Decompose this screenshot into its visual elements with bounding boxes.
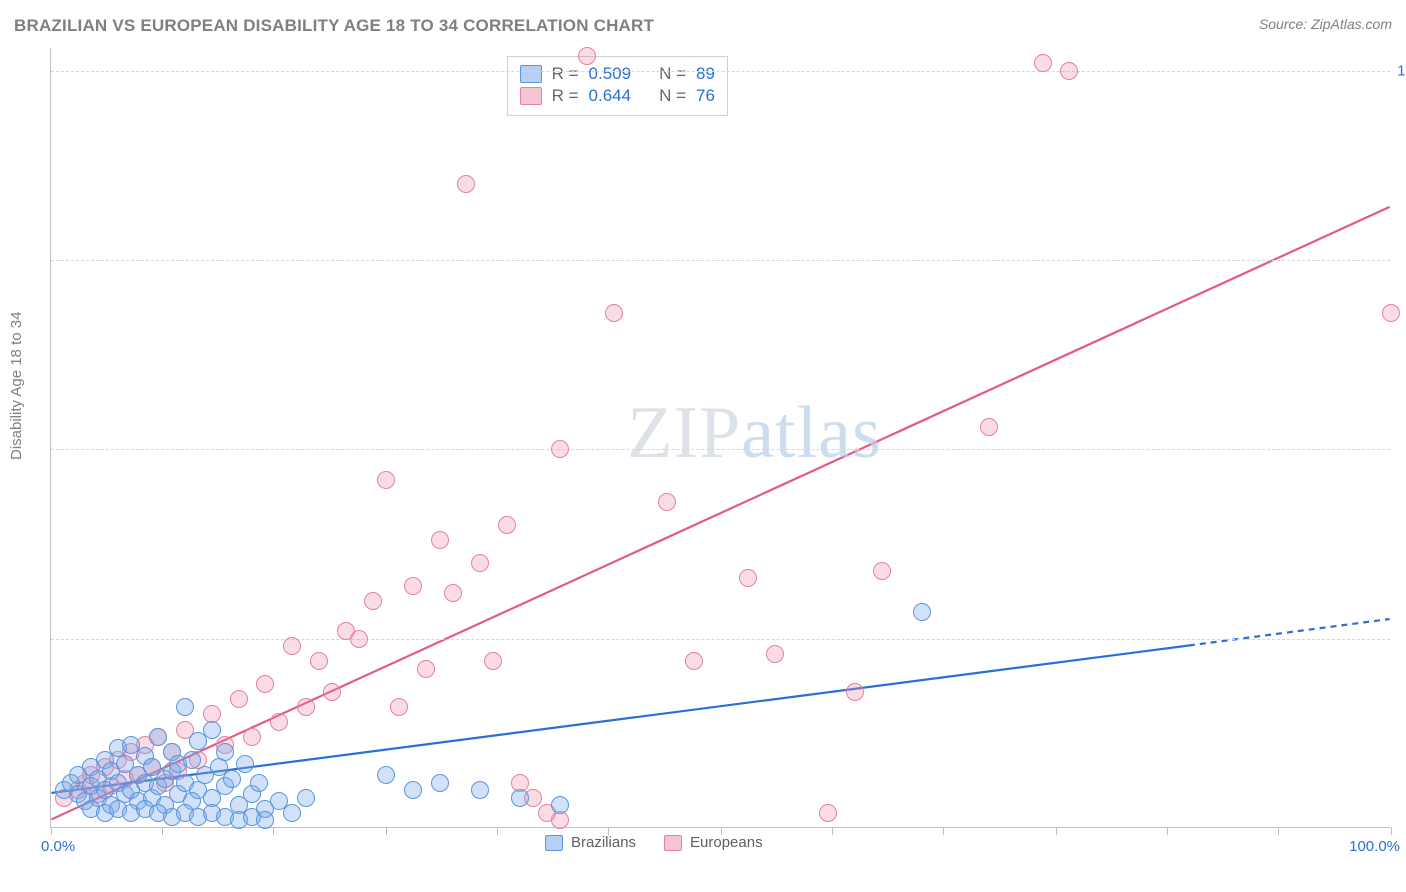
gridline — [51, 449, 1390, 450]
data-point — [551, 440, 569, 458]
data-point — [283, 637, 301, 655]
regression-line-extrapolated — [1189, 619, 1390, 645]
data-point — [511, 789, 529, 807]
data-point — [417, 660, 435, 678]
data-point — [766, 645, 784, 663]
x-tick — [1391, 827, 1392, 835]
x-tick — [273, 827, 274, 835]
data-point — [350, 630, 368, 648]
x-axis-max-label: 100.0% — [1349, 838, 1400, 855]
x-tick — [497, 827, 498, 835]
data-point — [551, 796, 569, 814]
legend-swatch — [664, 835, 682, 851]
gridline — [51, 260, 1390, 261]
data-point — [404, 781, 422, 799]
data-point — [819, 804, 837, 822]
x-tick — [943, 827, 944, 835]
data-point — [471, 554, 489, 572]
data-point — [256, 811, 274, 829]
correlation-stats-box: R = 0.509 N = 89 R = 0.644 N = 76 — [507, 56, 728, 116]
x-tick — [51, 827, 52, 835]
r-value: 0.509 — [589, 64, 632, 84]
r-label: R = — [552, 64, 579, 84]
data-point — [223, 770, 241, 788]
data-point — [873, 562, 891, 580]
data-point — [685, 652, 703, 670]
y-axis-label: Disability Age 18 to 34 — [8, 312, 25, 460]
data-point — [1382, 304, 1400, 322]
chart-title: BRAZILIAN VS EUROPEAN DISABILITY AGE 18 … — [14, 16, 654, 36]
data-point — [390, 698, 408, 716]
data-point — [183, 751, 201, 769]
r-label: R = — [552, 86, 579, 106]
data-point — [243, 728, 261, 746]
gridline — [51, 639, 1390, 640]
n-label: N = — [659, 64, 686, 84]
r-value: 0.644 — [589, 86, 632, 106]
data-point — [431, 774, 449, 792]
data-point — [256, 675, 274, 693]
data-point — [980, 418, 998, 436]
data-point — [250, 774, 268, 792]
data-point — [1034, 54, 1052, 72]
legend-label: Brazilians — [571, 834, 636, 851]
stats-row: R = 0.644 N = 76 — [520, 85, 715, 107]
scatter-plot-area: ZIPatlas R =0.509N =89R =0.644N =76 0.0%… — [50, 48, 1390, 828]
legend-swatch — [545, 835, 563, 851]
x-tick — [1056, 827, 1057, 835]
legend-swatch — [520, 87, 542, 105]
data-point — [846, 683, 864, 701]
data-point — [404, 577, 422, 595]
regression-lines-layer — [51, 48, 1390, 827]
y-tick-label: 100.0% — [1397, 62, 1406, 79]
data-point — [578, 47, 596, 65]
data-point — [1060, 62, 1078, 80]
data-point — [323, 683, 341, 701]
legend-item: Brazilians — [545, 834, 636, 851]
data-point — [457, 175, 475, 193]
legend-item: Europeans — [664, 834, 763, 851]
data-point — [310, 652, 328, 670]
data-point — [203, 721, 221, 739]
source-attribution: Source: ZipAtlas.com — [1259, 16, 1392, 32]
x-tick — [832, 827, 833, 835]
data-point — [377, 471, 395, 489]
data-point — [236, 755, 254, 773]
data-point — [739, 569, 757, 587]
gridline — [51, 71, 1390, 72]
data-point — [364, 592, 382, 610]
data-point — [658, 493, 676, 511]
series-legend: Brazilians Europeans — [545, 834, 763, 851]
data-point — [605, 304, 623, 322]
x-axis-min-label: 0.0% — [41, 838, 75, 855]
data-point — [270, 713, 288, 731]
data-point — [283, 804, 301, 822]
data-point — [230, 690, 248, 708]
x-tick — [1167, 827, 1168, 835]
data-point — [431, 531, 449, 549]
data-point — [377, 766, 395, 784]
x-tick — [386, 827, 387, 835]
stats-row: R = 0.509 N = 89 — [520, 63, 715, 85]
x-tick — [162, 827, 163, 835]
data-point — [498, 516, 516, 534]
legend-swatch — [520, 65, 542, 83]
data-point — [444, 584, 462, 602]
data-point — [149, 728, 167, 746]
n-value: 89 — [696, 64, 715, 84]
data-point — [484, 652, 502, 670]
data-point — [216, 743, 234, 761]
data-point — [297, 698, 315, 716]
data-point — [176, 698, 194, 716]
data-point — [913, 603, 931, 621]
legend-label: Europeans — [690, 834, 763, 851]
x-tick — [1278, 827, 1279, 835]
data-point — [297, 789, 315, 807]
data-point — [471, 781, 489, 799]
n-value: 76 — [696, 86, 715, 106]
n-label: N = — [659, 86, 686, 106]
